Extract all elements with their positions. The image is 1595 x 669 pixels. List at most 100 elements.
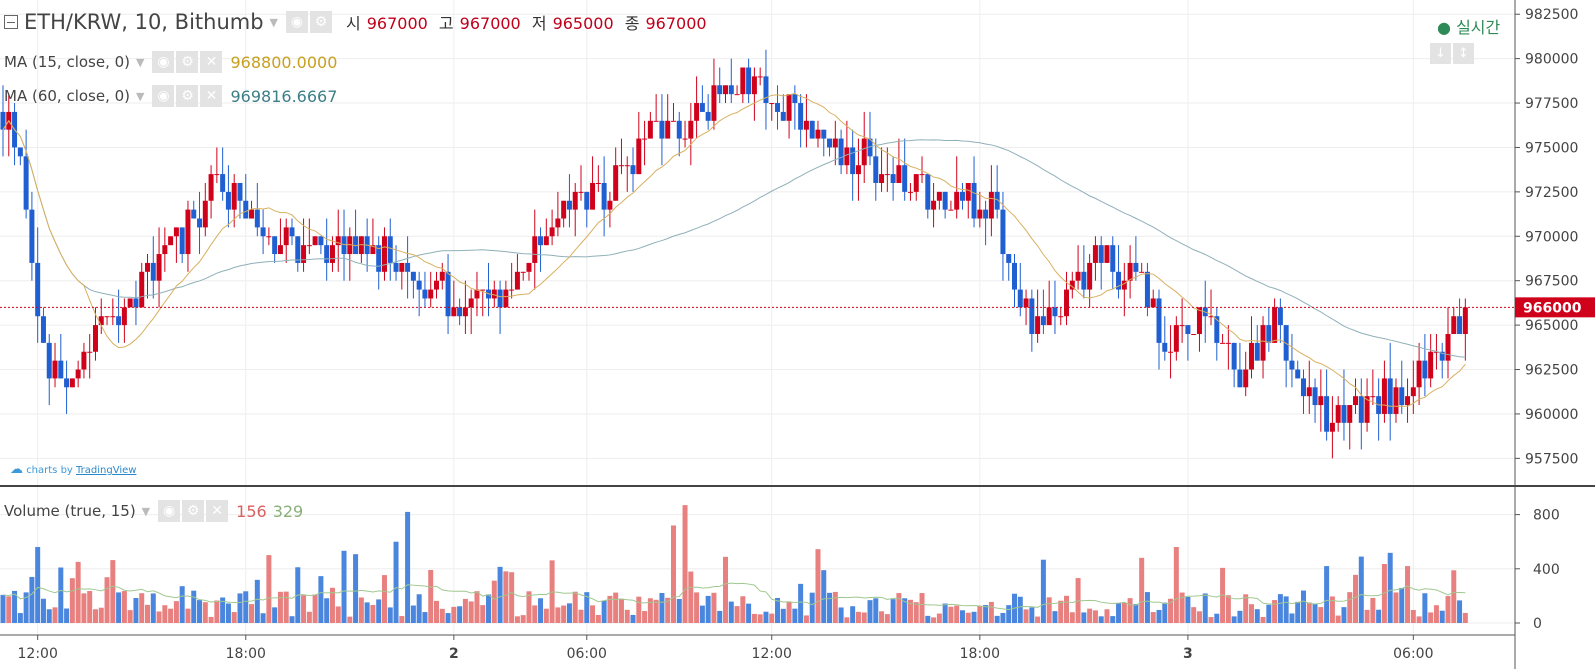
volume-bar bbox=[6, 596, 12, 623]
price-tick-label: 957500 bbox=[1525, 451, 1578, 467]
volume-bar bbox=[1376, 609, 1382, 623]
eye-icon[interactable]: ◉ bbox=[152, 85, 175, 107]
volume-bar bbox=[1133, 604, 1139, 623]
eye-icon[interactable]: ◉ bbox=[286, 11, 309, 33]
chevron-down-icon[interactable]: ▼ bbox=[136, 55, 145, 69]
candle-body bbox=[1127, 262, 1133, 281]
realtime-indicator[interactable]: ● 실시간 bbox=[1437, 14, 1500, 38]
volume-bar bbox=[809, 592, 815, 623]
volume-bar bbox=[1220, 567, 1226, 623]
candle-body bbox=[821, 129, 827, 139]
volume-bar bbox=[919, 593, 925, 623]
volume-bar bbox=[959, 610, 965, 623]
eye-icon[interactable]: ◉ bbox=[158, 500, 181, 522]
volume-bar bbox=[1046, 597, 1052, 623]
volume-bar bbox=[1139, 557, 1145, 623]
collapse-icon[interactable] bbox=[4, 15, 18, 29]
candle-body bbox=[243, 200, 249, 219]
eye-icon[interactable]: ◉ bbox=[152, 51, 175, 73]
volume-bar bbox=[260, 613, 266, 623]
volume-bar bbox=[208, 616, 214, 623]
chevron-down-icon[interactable]: ▼ bbox=[269, 15, 279, 29]
candle-body bbox=[306, 245, 312, 247]
volume-bar bbox=[896, 593, 902, 623]
candle-body bbox=[1358, 396, 1364, 423]
candle-body bbox=[682, 138, 688, 140]
candle-body bbox=[728, 85, 734, 95]
chevron-down-icon[interactable]: ▼ bbox=[141, 504, 151, 518]
volume-bar bbox=[1301, 590, 1306, 623]
candle-body bbox=[902, 165, 908, 192]
gear-icon[interactable]: ⚙ bbox=[176, 85, 199, 107]
volume-bar bbox=[659, 592, 665, 623]
volume-bar bbox=[838, 607, 844, 623]
volume-name[interactable]: Volume (true, 15) bbox=[4, 502, 136, 520]
candle-body bbox=[532, 236, 538, 263]
volume-bar bbox=[1081, 612, 1087, 623]
status-dot-icon: ● bbox=[1437, 18, 1451, 37]
scroll-to-end-icon[interactable]: ↓ bbox=[1430, 43, 1451, 64]
volume-bar bbox=[376, 599, 382, 623]
candle-body bbox=[231, 182, 237, 210]
ma15-name[interactable]: MA (15, close, 0) bbox=[4, 53, 131, 71]
gear-icon[interactable]: ⚙ bbox=[310, 11, 333, 33]
volume-bar bbox=[231, 612, 237, 623]
volume-bar bbox=[81, 593, 87, 623]
symbol-title[interactable]: ETH/KRW, 10, Bithumb bbox=[24, 10, 264, 34]
volume-bar bbox=[850, 606, 856, 623]
gear-icon[interactable]: ⚙ bbox=[182, 500, 205, 522]
candle-body bbox=[954, 191, 960, 210]
time-tick-label: 12:00 bbox=[18, 646, 58, 662]
auto-scale-icon[interactable]: ↕ bbox=[1453, 43, 1474, 64]
volume-bar bbox=[104, 577, 110, 623]
price-tick-label: 962500 bbox=[1525, 363, 1578, 379]
candle-body bbox=[653, 120, 659, 122]
candle-body bbox=[1422, 360, 1428, 379]
volume-bar bbox=[1347, 592, 1353, 623]
volume-bar bbox=[734, 606, 740, 623]
volume-bar bbox=[723, 556, 728, 623]
candle-body bbox=[526, 262, 532, 272]
ma60-name[interactable]: MA (60, close, 0) bbox=[4, 87, 131, 105]
volume-bar bbox=[1179, 592, 1185, 623]
candle-body bbox=[867, 138, 873, 157]
chevron-down-icon[interactable]: ▼ bbox=[136, 89, 145, 103]
close-icon[interactable]: ✕ bbox=[200, 51, 223, 73]
candle-body bbox=[1052, 307, 1058, 317]
candle-body bbox=[162, 245, 168, 255]
candle-body bbox=[52, 360, 58, 379]
volume-bar bbox=[555, 607, 561, 623]
gear-icon[interactable]: ⚙ bbox=[176, 51, 199, 73]
volume-bar bbox=[1393, 592, 1399, 623]
volume-bar bbox=[1306, 602, 1312, 623]
candle-body bbox=[225, 191, 231, 210]
tradingview-link[interactable]: TradingView bbox=[76, 465, 137, 476]
close-icon[interactable]: ✕ bbox=[200, 85, 223, 107]
candle-body bbox=[1462, 307, 1468, 334]
volume-bar bbox=[434, 600, 439, 623]
candle-body bbox=[277, 245, 283, 255]
candle-body bbox=[376, 245, 382, 272]
volume-bar bbox=[393, 541, 399, 623]
ohlc-high-label: 고 bbox=[438, 14, 454, 33]
candle-body bbox=[451, 307, 457, 317]
volume-legend: Volume (true, 15) ▼ ◉ ⚙ ✕ 156 329 bbox=[4, 500, 303, 522]
volume-bar bbox=[1335, 615, 1341, 623]
volume-bar bbox=[1064, 595, 1070, 623]
tradingview-branding: ☁ charts by TradingView bbox=[10, 462, 136, 477]
volume-bar bbox=[1208, 617, 1214, 623]
candle-body bbox=[1023, 298, 1029, 308]
volume-bar bbox=[64, 608, 70, 623]
volume-bar bbox=[46, 609, 52, 623]
candle-body bbox=[127, 298, 133, 308]
volume-bar bbox=[1248, 604, 1254, 623]
candle-body bbox=[1237, 369, 1243, 388]
candle-body bbox=[324, 245, 330, 263]
candle-body bbox=[145, 262, 150, 272]
volume-bar bbox=[127, 610, 133, 623]
candle-body bbox=[832, 138, 838, 148]
candle-body bbox=[1347, 405, 1353, 423]
candle-body bbox=[46, 342, 52, 379]
close-icon[interactable]: ✕ bbox=[206, 500, 229, 522]
